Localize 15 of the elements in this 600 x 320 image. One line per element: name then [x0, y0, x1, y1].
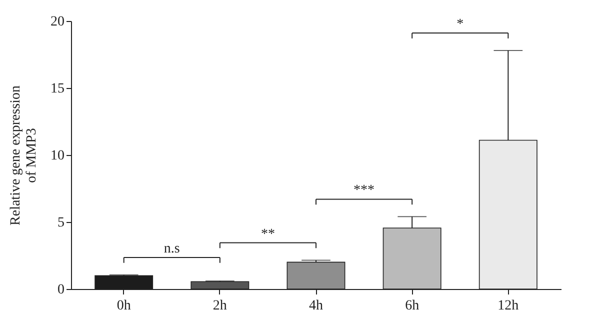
annotation: ** — [260, 226, 275, 242]
annotation: * — [456, 17, 464, 32]
y-tick-label: 15 — [50, 82, 64, 96]
annotation: *** — [354, 183, 375, 198]
x-tick-label: 0h — [116, 298, 131, 314]
x-tick-label: 4h — [309, 298, 323, 314]
x-tick-label: 2h — [212, 298, 227, 314]
y-tick-label: 20 — [50, 14, 64, 30]
y-tick-label: 0 — [58, 282, 64, 298]
y-axis-title: Relative gene expression of MMP3 — [8, 86, 40, 226]
y-tick-label: 10 — [50, 148, 64, 164]
x-tick-label: 6h — [405, 298, 420, 314]
x-tick-label: 12h — [498, 298, 519, 314]
y-tick-label: 5 — [58, 216, 64, 230]
annotation: n.s — [164, 242, 180, 257]
